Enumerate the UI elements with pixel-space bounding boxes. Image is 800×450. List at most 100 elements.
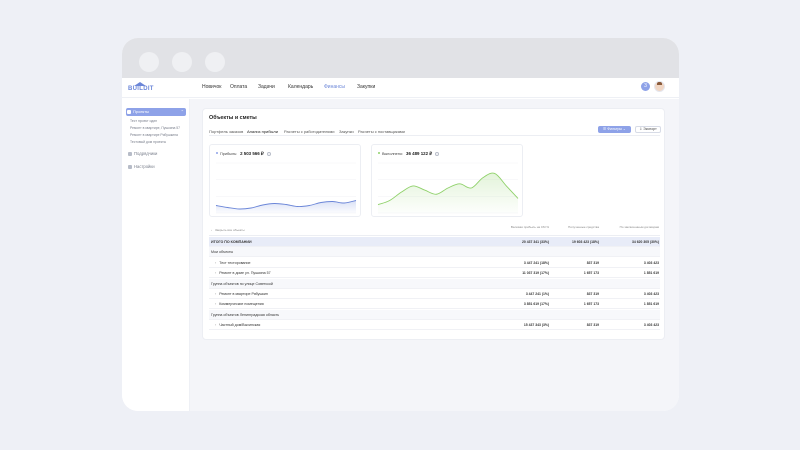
table-row[interactable]: › Коммерческие помещения 3 851 619 (17%) 1 …	[209, 299, 660, 310]
row-value: 837 319	[586, 323, 599, 328]
chevron-icon: ›	[211, 228, 212, 232]
window-dot-1[interactable]	[139, 52, 159, 72]
collapse-all-label: Закрыть все объекты	[215, 228, 245, 232]
export-label: Экспорт	[643, 127, 657, 131]
logo-roof-icon	[134, 82, 146, 86]
sidebar-subitem[interactable]: Ремонт в квартире, Пушкина 57	[130, 126, 181, 130]
chart-area	[216, 200, 356, 213]
chart-label: Прибыль:	[220, 152, 238, 156]
completed-chart-title: Выполнено: 36 489 122 ₽	[378, 151, 440, 157]
chart-value: 2 503 566 ₽	[240, 151, 264, 156]
tab-supplier-settlements[interactable]: Расчеты с поставщиками	[358, 129, 405, 134]
table-header: › Закрыть все объекты Валовая прибыль на …	[209, 225, 660, 236]
sidebar: Проекты ⌃ Тест проект один Ремонт в квар…	[122, 99, 190, 411]
main-card: Объекты и сметы Портфель заказов Анализ …	[202, 108, 665, 340]
completed-chart	[377, 162, 519, 214]
row-name: Мои объекты	[211, 250, 233, 254]
row-name: › Ремонт в квартире Рябушкин	[215, 292, 268, 296]
table-row[interactable]: › Ремонт в квартире Рябушкин 3 447 241 (1%…	[209, 289, 660, 299]
row-value: 15 437 343 (3%)	[523, 323, 549, 328]
table-row[interactable]: › Частный дом/Выхинская 15 437 343 (3%) 837…	[209, 320, 660, 331]
row-value: 19 603 423 (18%)	[572, 240, 599, 244]
column-header-received-funds[interactable]: Полученные средства	[568, 225, 599, 229]
logo-text: BUILDIT	[128, 86, 154, 92]
table-group-row[interactable]: Группа объектов Ленинградская область	[209, 309, 660, 320]
tab-employer-settlements[interactable]: Расчеты с работодателями	[284, 129, 335, 134]
nav-item-finance[interactable]: Финансы	[324, 84, 345, 90]
chevron-right-icon[interactable]: ›	[215, 260, 217, 265]
series-dot-icon	[378, 152, 380, 154]
row-name-text: Группа объектов Ленинградская область	[211, 312, 280, 317]
tabs-divider	[209, 135, 660, 136]
sidebar-item-label: Подрядчики	[134, 151, 158, 156]
page-title: Объекты и сметы	[209, 115, 257, 121]
contractors-icon	[128, 151, 132, 156]
row-value: 20 437 341 (33%)	[522, 240, 549, 244]
column-header-gross-profit[interactable]: Валовая прибыль на СМ %	[510, 225, 549, 229]
chevron-right-icon[interactable]: ›	[215, 302, 217, 307]
row-value: 3 447 241 (1%)	[525, 292, 549, 296]
row-name: › Тест тестирование	[215, 261, 251, 265]
window-dot-3[interactable]	[205, 52, 225, 72]
tab-portfolio[interactable]: Портфель заказов	[209, 129, 244, 134]
user-avatar[interactable]	[654, 81, 665, 92]
table-total-row[interactable]: ИТОГО ПО КОМПАНИИ 20 437 341 (33%) 19 603 …	[209, 237, 660, 247]
chevron-right-icon[interactable]: ›	[215, 292, 217, 296]
tab-purchases[interactable]: Закупки	[339, 129, 354, 134]
info-icon[interactable]	[435, 151, 440, 156]
column-header-contracts[interactable]: По заключенным договорам	[619, 225, 659, 229]
row-value: 837 319	[586, 292, 599, 296]
row-name-text: ИТОГО ПО КОМПАНИИ	[211, 240, 252, 244]
sidebar-subitem[interactable]: Ремонт в квартире Рябушкина	[130, 133, 178, 137]
chart-area	[378, 173, 518, 213]
row-value: 3 851 619 (17%)	[523, 302, 549, 307]
row-value: 11 037 319 (17%)	[522, 271, 549, 276]
row-name-text: Частный дом/Выхинская	[219, 323, 261, 328]
notification-badge[interactable]: 3	[641, 82, 650, 91]
row-name-text: Ремонт в квартире Рябушкин	[219, 292, 268, 296]
nav-item-tasks[interactable]: Задачи	[258, 84, 275, 90]
row-name: ИТОГО ПО КОМПАНИИ	[211, 240, 252, 244]
nav-item-novichok[interactable]: Новичок	[202, 84, 222, 90]
sidebar-item-settings[interactable]: Настройки	[128, 164, 155, 169]
app-logo[interactable]: BUILDIT	[128, 82, 158, 94]
series-dot-icon	[216, 152, 218, 154]
row-name-text: Ремонт в доме ул. Пушкина 57	[219, 271, 271, 276]
sidebar-subitem[interactable]: Тестовый дом проекты	[130, 140, 167, 144]
table-row[interactable]: › Ремонт в доме ул. Пушкина 57 11 037 319 …	[209, 268, 660, 279]
row-name: Группа объектов Ленинградская область	[211, 313, 279, 317]
nav-item-calendar[interactable]: Календарь	[288, 84, 314, 90]
completed-chart-card: Выполнено: 36 489 122 ₽	[371, 144, 523, 217]
chart-label: Выполнено:	[382, 152, 404, 156]
row-name: › Частный дом/Выхинская	[215, 323, 260, 327]
nav-item-oplata[interactable]: Оплата	[230, 84, 248, 90]
sidebar-subitem[interactable]: Тест проект один	[130, 119, 158, 123]
row-value: 1 851 619	[643, 302, 659, 307]
filter-button[interactable]: ☰ Фильтры ⌄	[598, 126, 631, 133]
collapse-all-link[interactable]: › Закрыть все объекты	[211, 228, 245, 232]
sidebar-item-contractors[interactable]: Подрядчики	[128, 151, 157, 156]
table-group-row[interactable]: Группа объектов по улице Советской	[209, 278, 660, 289]
chart-series-line	[215, 200, 357, 210]
chevron-right-icon[interactable]: ›	[215, 271, 217, 276]
row-value: 34 620 305 (30%)	[632, 240, 659, 244]
export-button[interactable]: ⇩ Экспорт	[635, 126, 661, 133]
browser-window: BUILDIT Новичок Оплата Задачи Календарь …	[122, 38, 679, 411]
nav-item-purchases[interactable]: Закупки	[357, 84, 376, 90]
row-value: 1 657 173	[583, 271, 599, 276]
chevron-right-icon[interactable]: ›	[215, 323, 217, 328]
settings-icon	[128, 164, 132, 169]
table-row[interactable]: › Тест тестирование 3 447 241 (18%) 837 319…	[209, 258, 660, 268]
row-value: 1 851 619	[643, 271, 659, 276]
window-titlebar	[122, 38, 679, 78]
table-group-row[interactable]: Мои объекты	[209, 247, 660, 258]
projects-icon	[127, 110, 131, 114]
row-value: 837 319	[586, 260, 599, 265]
info-icon[interactable]	[266, 151, 271, 156]
filter-label: Фильтры	[607, 127, 622, 131]
row-name-text: Тест тестирование	[219, 260, 251, 265]
sidebar-item-projects[interactable]: Проекты ⌃	[126, 108, 186, 116]
download-icon: ⇩	[639, 127, 644, 131]
row-name-text: Группа объектов по улице Советской	[211, 281, 273, 286]
window-dot-2[interactable]	[172, 52, 192, 72]
